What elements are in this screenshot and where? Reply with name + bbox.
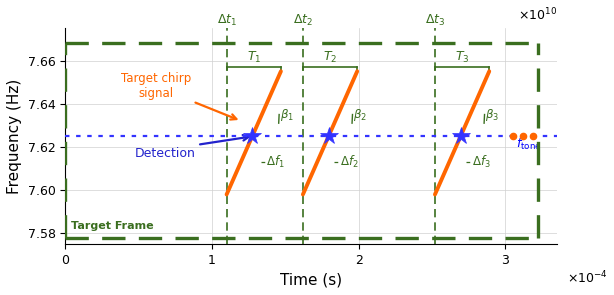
Text: $T_2$: $T_2$ <box>323 50 337 65</box>
Text: $\Delta t_1$: $\Delta t_1$ <box>217 13 237 28</box>
Text: Target Frame: Target Frame <box>71 221 154 231</box>
X-axis label: Time (s): Time (s) <box>280 273 342 287</box>
Text: $\beta_2$: $\beta_2$ <box>353 107 367 123</box>
Text: $\Delta f_1$: $\Delta f_1$ <box>266 154 285 170</box>
Text: $\Delta t_3$: $\Delta t_3$ <box>425 13 445 28</box>
Text: $T_1$: $T_1$ <box>247 50 261 65</box>
Text: $\times 10^{10}$: $\times 10^{10}$ <box>518 7 557 24</box>
Text: $f_{\mathrm{tone}}$: $f_{\mathrm{tone}}$ <box>516 136 542 152</box>
Text: $T_3$: $T_3$ <box>455 50 469 65</box>
Text: Target chirp
signal: Target chirp signal <box>121 73 192 100</box>
Text: $\beta_3$: $\beta_3$ <box>485 107 499 123</box>
Text: $\beta_1$: $\beta_1$ <box>280 107 293 123</box>
Text: Detection: Detection <box>134 147 195 160</box>
Text: $\Delta f_2$: $\Delta f_2$ <box>340 154 358 170</box>
Text: $\times 10^{-4}$: $\times 10^{-4}$ <box>567 270 607 287</box>
Text: $\Delta t_2$: $\Delta t_2$ <box>293 13 313 28</box>
Text: $\Delta f_3$: $\Delta f_3$ <box>472 154 491 170</box>
Y-axis label: Frequency (Hz): Frequency (Hz) <box>7 78 22 194</box>
